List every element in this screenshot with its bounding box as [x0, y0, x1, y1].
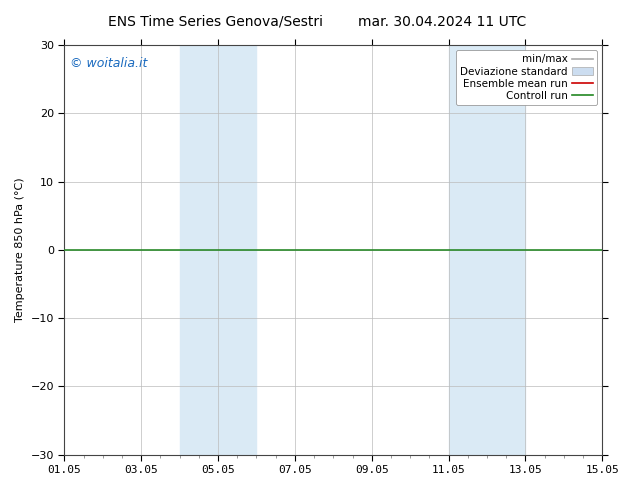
Bar: [179, 45, 257, 455]
Legend: min/max, Deviazione standard, Ensemble mean run, Controll run: min/max, Deviazione standard, Ensemble m…: [456, 50, 597, 105]
Bar: [448, 45, 526, 455]
Y-axis label: Temperature 850 hPa (°C): Temperature 850 hPa (°C): [15, 177, 25, 322]
Text: ENS Time Series Genova/Sestri        mar. 30.04.2024 11 UTC: ENS Time Series Genova/Sestri mar. 30.04…: [108, 15, 526, 29]
Text: © woitalia.it: © woitalia.it: [70, 57, 147, 71]
